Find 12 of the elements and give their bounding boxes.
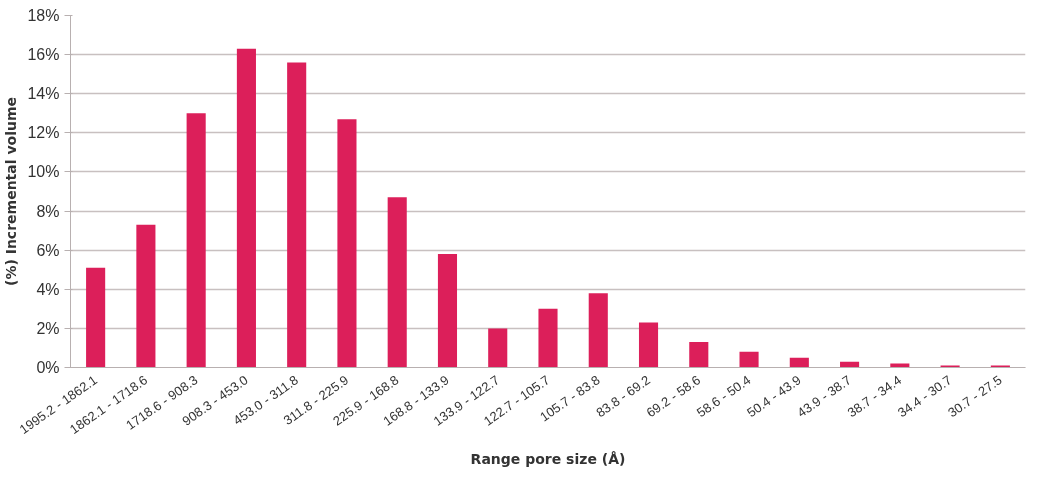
y-tick-label: 2% — [36, 319, 60, 337]
y-axis-title: (%) Incremental volume — [3, 96, 20, 287]
y-tick-label: 4% — [36, 280, 60, 298]
y-tick-label: 18% — [27, 7, 60, 24]
x-axis-title: Range pore size (Å) — [470, 451, 626, 468]
y-tick-label: 10% — [27, 163, 60, 181]
y-tick-label: 6% — [36, 241, 60, 259]
y-tick-label: 12% — [27, 124, 60, 142]
y-tick-label: 16% — [27, 46, 60, 64]
y-tick-label: 0% — [36, 359, 60, 376]
y-tick-label: 14% — [27, 85, 60, 103]
y-tick-label: 8% — [36, 202, 60, 220]
